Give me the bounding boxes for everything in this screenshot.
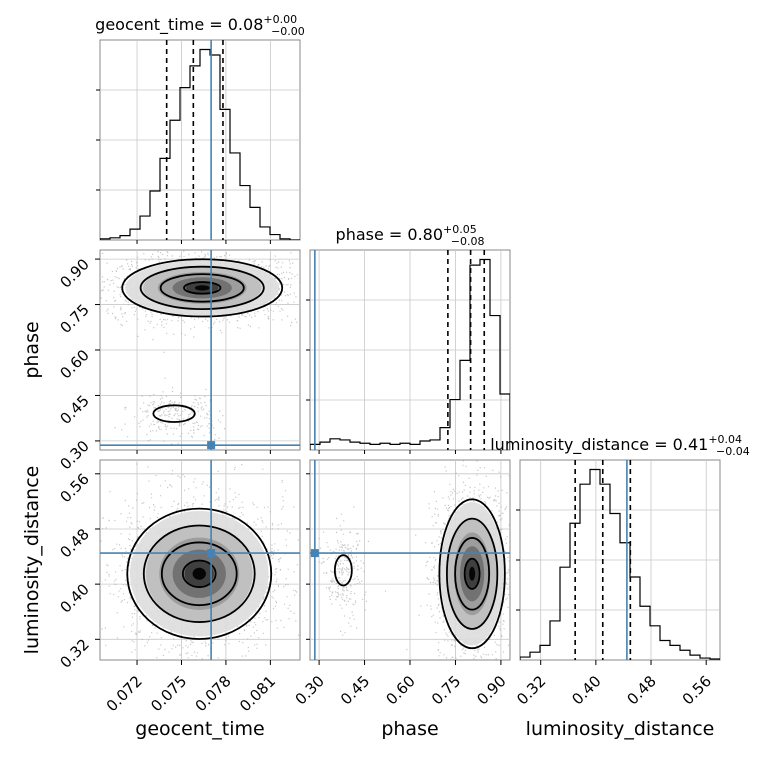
contour-0-2 xyxy=(160,541,238,607)
x-tick-label: 0.56 xyxy=(679,672,715,708)
contour-0-2 xyxy=(454,537,491,611)
y-axis-label-luminosity_distance: luminosity_distance xyxy=(21,466,43,655)
y-tick-label: 0.60 xyxy=(56,346,92,382)
y-tick-label: 0.48 xyxy=(56,525,92,561)
hist-panel-geocent_time: geocent_time = 0.08+0.00 −0.00 xyxy=(95,13,305,241)
x-axis-label-phase: phase xyxy=(381,718,438,740)
panel-title-luminosity_distance: luminosity_distance = 0.41+0.04 −0.04 xyxy=(490,433,750,458)
contour-0-1 xyxy=(446,517,499,630)
contour-0-1 xyxy=(142,524,256,623)
x-axis-label-geocent_time: geocent_time xyxy=(135,718,264,740)
y-axis-label-phase: phase xyxy=(21,321,43,378)
x-axis-label-luminosity_distance: luminosity_distance xyxy=(526,718,715,740)
x-tick-label: 0.40 xyxy=(568,672,604,708)
contour-0-0 xyxy=(121,258,284,318)
y-tick-label: 0.40 xyxy=(56,580,92,616)
x-tick-label: 0.45 xyxy=(337,672,373,708)
hist-panel-phase: phase = 0.80+0.05 −0.08 xyxy=(306,223,511,451)
contour-0-3 xyxy=(463,557,481,590)
truth-marker xyxy=(310,549,319,558)
contour-0-2 xyxy=(159,273,245,303)
x-tick-label: 0.30 xyxy=(292,672,328,708)
scatter-panel-geocent_time-luminosity_distance xyxy=(99,459,301,661)
density-level-5 xyxy=(192,567,206,580)
y-tick-label: 0.30 xyxy=(56,437,92,473)
x-tick-label: 0.072 xyxy=(103,672,146,715)
hist-panel-luminosity_distance: luminosity_distance = 0.41+0.04 −0.04 xyxy=(490,433,750,661)
contour-1 xyxy=(152,404,196,423)
contour-1 xyxy=(333,554,353,587)
density-level-5 xyxy=(194,285,210,291)
x-tick-label: 0.081 xyxy=(236,672,279,715)
histogram-geocent_time xyxy=(100,48,300,240)
contour-0-3 xyxy=(181,559,217,588)
contour-0-1 xyxy=(139,265,265,310)
scatter-panel-geocent_time-phase xyxy=(99,249,301,451)
y-tick-label: 0.90 xyxy=(56,255,92,291)
contour-0-0 xyxy=(126,507,273,640)
x-tick-label: 0.078 xyxy=(192,672,235,715)
x-tick-label: 0.48 xyxy=(624,672,660,708)
x-tick-label: 0.60 xyxy=(382,672,418,708)
contour-0-0 xyxy=(438,498,506,650)
y-tick-label: 0.45 xyxy=(56,392,92,428)
histogram-luminosity_distance xyxy=(520,468,720,660)
x-tick-label: 0.75 xyxy=(428,672,464,708)
scatter-panel-phase-luminosity_distance xyxy=(309,459,511,661)
x-tick-label: 0.90 xyxy=(473,672,509,708)
density-level-5 xyxy=(469,566,476,581)
y-tick-label: 0.75 xyxy=(56,301,92,337)
contour-0-3 xyxy=(183,281,222,295)
x-tick-label: 0.32 xyxy=(513,672,549,708)
histogram-phase xyxy=(310,258,510,450)
y-tick-label: 0.32 xyxy=(56,635,92,671)
x-tick-label: 0.075 xyxy=(147,672,190,715)
truth-marker xyxy=(207,549,216,558)
y-tick-label: 0.56 xyxy=(56,470,92,506)
panel-title-geocent_time: geocent_time = 0.08+0.00 −0.00 xyxy=(95,13,305,38)
truth-marker xyxy=(207,441,216,450)
panel-title-phase: phase = 0.80+0.05 −0.08 xyxy=(336,223,485,248)
